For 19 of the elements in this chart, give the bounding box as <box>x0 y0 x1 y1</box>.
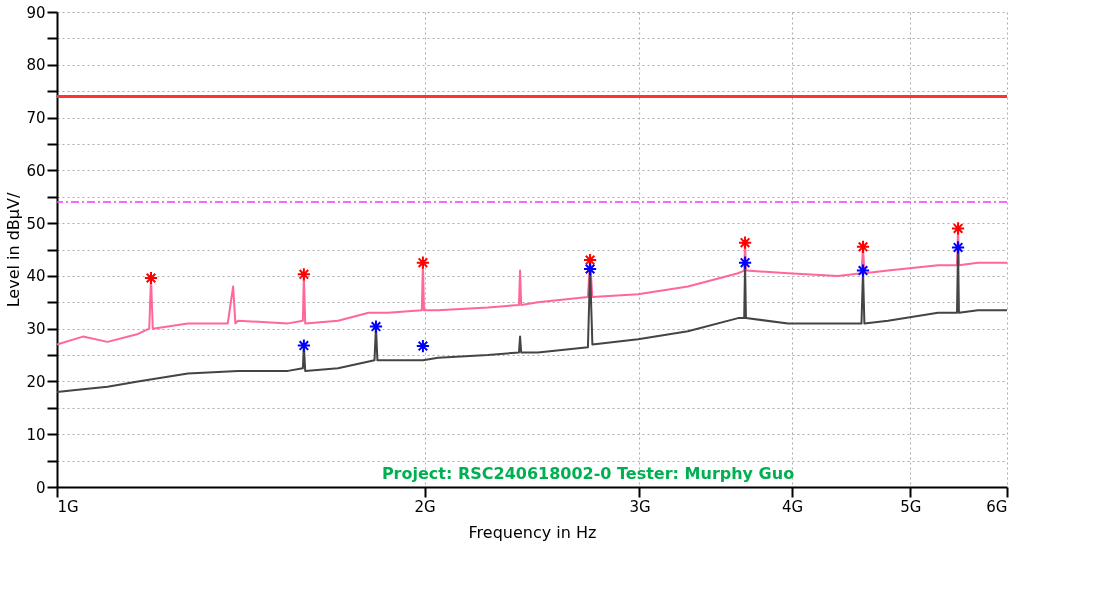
x-tick-label: 1G <box>57 497 79 516</box>
x-axis-title: Frequency in Hz <box>468 522 597 542</box>
x-tick-label: 2G <box>414 497 436 516</box>
x-tick-label: 4G <box>781 497 804 516</box>
y-tick-label: 60 <box>26 161 46 180</box>
x-tick-label: 3G <box>629 497 651 516</box>
y-tick-label: 10 <box>26 425 46 444</box>
x-tick-label: 6G <box>986 497 1008 516</box>
y-tick-label: 40 <box>26 267 46 286</box>
annotation: Project: RSC240618002-0 Tester: Murphy Guo <box>381 464 795 483</box>
y-tick-label: 0 <box>35 478 46 497</box>
y-tick-label: 20 <box>26 372 46 391</box>
y-tick-label: 50 <box>26 214 46 233</box>
y-tick-label: 90 <box>26 3 46 22</box>
y-tick-label: 30 <box>26 320 46 339</box>
y-axis-title: Level in dBµV/ <box>4 192 24 308</box>
y-tick-label: 80 <box>26 56 46 75</box>
x-tick-label: 5G <box>900 497 922 516</box>
y-tick-label: 70 <box>26 109 46 128</box>
